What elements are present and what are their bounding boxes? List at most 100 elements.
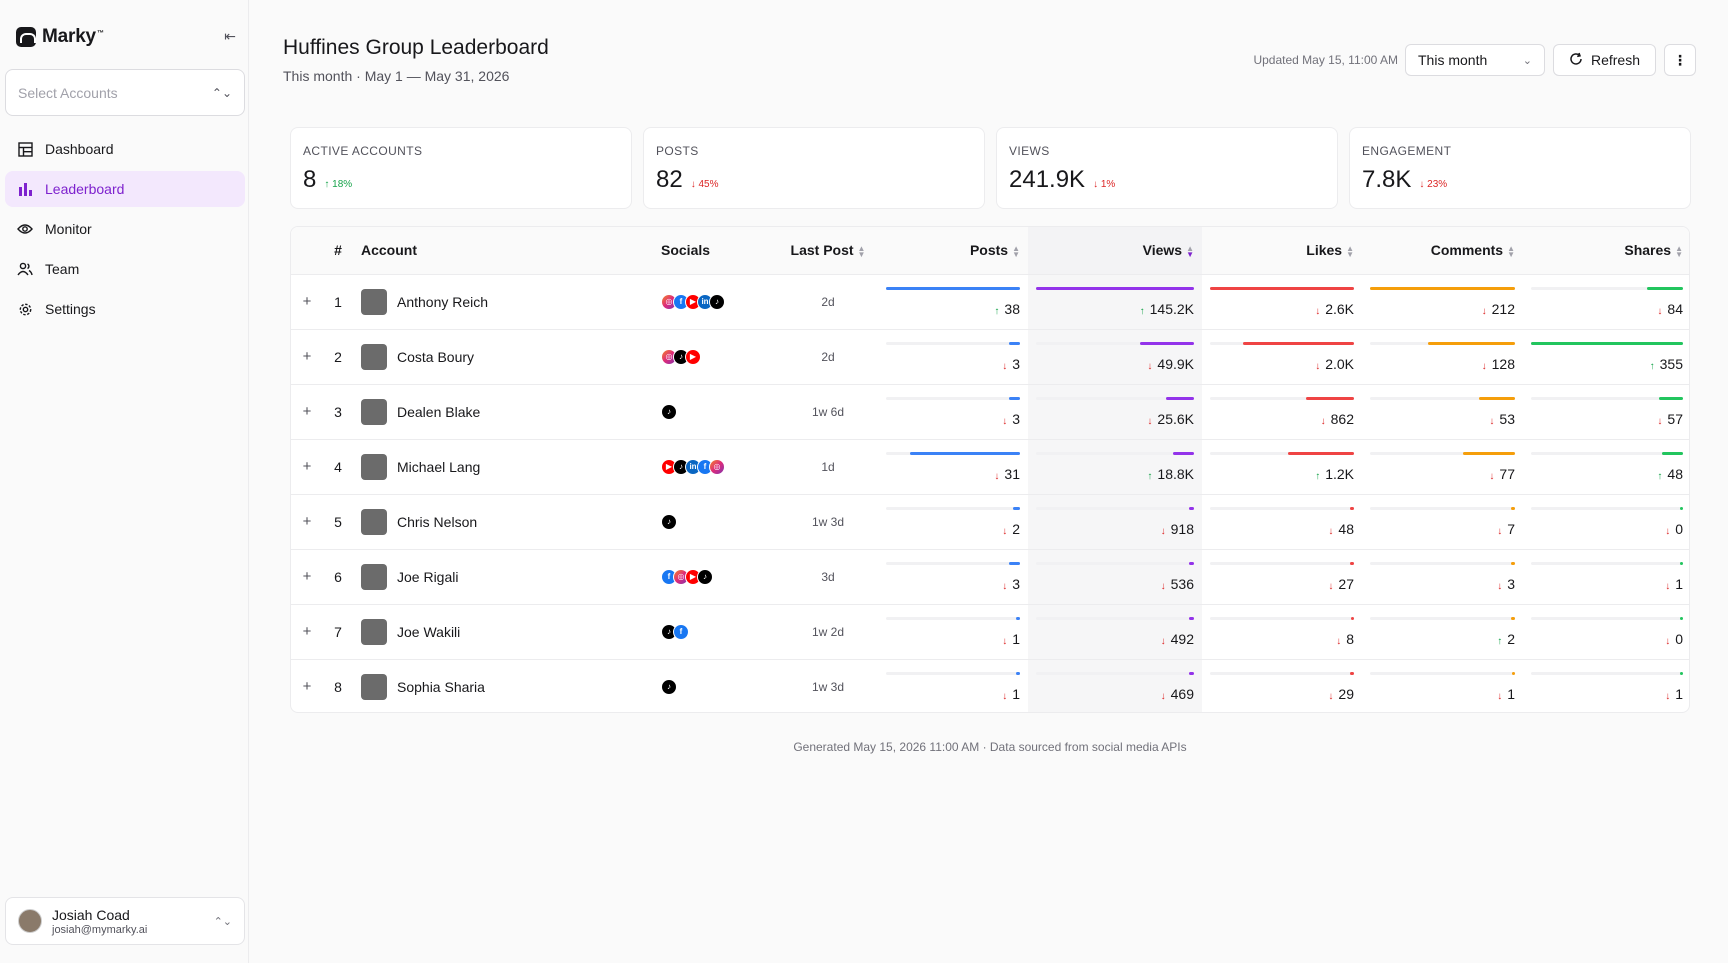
shares-bar [1531, 286, 1683, 290]
tiktok-icon[interactable]: ♪ [661, 513, 677, 530]
trend-down-icon: ↓ [1002, 635, 1008, 647]
stat-delta: ↓ 1% [1093, 179, 1116, 190]
views-bar-fill [1189, 506, 1194, 510]
account-cell[interactable]: Michael Lang [353, 439, 653, 495]
trend-down-icon: ↓ [1497, 525, 1503, 537]
sort-icon: ▲ ▼ [1675, 243, 1683, 259]
sidebar-item-team[interactable]: Team [5, 251, 245, 287]
sidebar-item-label: Dashboard [45, 141, 114, 157]
posts-bar-fill [886, 286, 1020, 290]
sidebar-item-dashboard[interactable]: Dashboard [5, 131, 245, 167]
views-bar [1036, 396, 1194, 400]
dashboard-icon [17, 141, 33, 157]
sidebar-item-settings[interactable]: Settings [5, 291, 245, 327]
last-post: 1w 3d [778, 494, 878, 550]
likes-value: 1.2K [1325, 465, 1354, 482]
table-row[interactable]: +6 Joe Rigali f ◎ ▶ ♪ 3d ↓ 3 ↓ 536 ↓ 27 ↓ 3 ↓ 1 [291, 549, 1689, 605]
expand-row-icon[interactable]: + [291, 274, 323, 330]
stat-card-views: VIEWS 241.9K ↓ 1% [996, 127, 1338, 209]
shares-value: 0 [1675, 520, 1683, 537]
account-cell[interactable]: Sophia Sharia [353, 659, 653, 712]
trend-down-icon: ↓ [1315, 305, 1321, 317]
tiktok-icon[interactable]: ♪ [697, 568, 713, 585]
sidebar-item-leaderboard[interactable]: Leaderboard [5, 171, 245, 207]
col-comments[interactable]: Comments ▲ ▼ [1362, 227, 1523, 275]
collapse-sidebar-icon[interactable]: ⇤ [224, 27, 236, 44]
expand-row-icon[interactable]: + [291, 604, 323, 660]
table-row[interactable]: +2 Costa Boury ◎ ♪ ▶ 2d ↓ 3 ↓ 49.9K ↓ 2.0K ↓ 128 ↑ 355 [291, 329, 1689, 385]
col-expand [291, 227, 323, 275]
instagram-icon[interactable]: ◎ [709, 458, 725, 475]
likes-value: 27 [1338, 575, 1354, 592]
team-icon [17, 261, 33, 277]
trend-down-icon: ↓ [1147, 415, 1153, 427]
col-last-post[interactable]: Last Post ▲ ▼ [778, 227, 878, 275]
views-bar-fill [1173, 451, 1194, 455]
account-name: Costa Boury [397, 348, 475, 365]
expand-row-icon[interactable]: + [291, 329, 323, 385]
expand-row-icon[interactable]: + [291, 384, 323, 440]
account-cell[interactable]: Joe Rigali [353, 549, 653, 605]
likes-bar [1210, 396, 1354, 400]
socials-cell: ♪ [653, 384, 778, 440]
tiktok-icon[interactable]: ♪ [709, 293, 725, 310]
avatar [361, 673, 387, 700]
account-name: Joe Rigali [397, 568, 459, 585]
tiktok-icon[interactable]: ♪ [661, 678, 677, 695]
trend-up-icon: ↑ [1657, 470, 1663, 482]
table-row[interactable]: +8 Sophia Sharia ♪ 1w 3d ↓ 1 ↓ 469 ↓ 29 ↓ 1 ↓ 1 [291, 659, 1689, 712]
expand-row-icon[interactable]: + [291, 549, 323, 605]
table-row[interactable]: +5 Chris Nelson ♪ 1w 3d ↓ 2 ↓ 918 ↓ 48 ↓ 7 ↓ 0 [291, 494, 1689, 550]
expand-row-icon[interactable]: + [291, 439, 323, 495]
stat-value: 7.8K [1362, 166, 1412, 193]
more-options-button[interactable]: ⋮ [1664, 44, 1696, 76]
account-cell[interactable]: Dealen Blake [353, 384, 653, 440]
avatar [18, 909, 42, 933]
likes-bar-fill [1243, 341, 1354, 345]
sidebar-item-label: Team [45, 261, 80, 277]
app-name: Marky™ [42, 26, 104, 47]
table-row[interactable]: +3 Dealen Blake ♪ 1w 6d ↓ 3 ↓ 25.6K ↓ 862 ↓ 53 ↓ 57 [291, 384, 1689, 440]
footer-note: Generated May 15, 2026 11:00 AM · Data s… [793, 740, 1187, 754]
refresh-button[interactable]: Refresh [1553, 44, 1656, 76]
account-cell[interactable]: Chris Nelson [353, 494, 653, 550]
table-row[interactable]: +4 Michael Lang ▶ ♪ in f ◎ 1d ↓ 31 ↑ 18.8K ↑ 1.2K ↓ 77 ↑… [291, 439, 1689, 495]
views-bar [1036, 561, 1194, 565]
app-logo[interactable]: Marky™ [16, 26, 104, 48]
period-select[interactable]: This month ⌄ [1405, 44, 1545, 76]
sort-icon: ▲ ▼ [1012, 243, 1020, 259]
chevron-up-down-icon: ⌃⌄ [213, 915, 232, 928]
posts-bar-fill [1009, 396, 1020, 400]
sidebar-item-monitor[interactable]: Monitor [5, 211, 245, 247]
chevron-down-icon: ⌄ [1522, 54, 1532, 67]
col-likes[interactable]: Likes ▲ ▼ [1202, 227, 1362, 275]
expand-row-icon[interactable]: + [291, 494, 323, 550]
col-posts[interactable]: Posts ▲ ▼ [878, 227, 1028, 275]
tiktok-icon[interactable]: ♪ [661, 403, 677, 420]
shares-value: 57 [1667, 410, 1683, 427]
select-accounts-dropdown[interactable]: Select Accounts ⌃⌄ [5, 69, 245, 116]
account-cell[interactable]: Joe Wakili [353, 604, 653, 660]
shares-cell: ↓ 1 [1523, 659, 1689, 712]
sidebar-nav: Dashboard Leaderboard Monitor Team Setti… [5, 131, 245, 331]
expand-row-icon[interactable]: + [302, 678, 312, 696]
account-cell[interactable]: Costa Boury [353, 329, 653, 385]
user-menu[interactable]: Josiah Coad josiah@mymarky.ai ⌃⌄ [5, 897, 245, 945]
facebook-icon[interactable]: f [673, 623, 689, 640]
col-views[interactable]: Views ▲ ▼ [1028, 227, 1202, 275]
table-row[interactable]: +1 Anthony Reich ◎ f ▶ in ♪ 2d ↑ 38 ↑ 145.2K ↓ 2.6K ↓ 2… [291, 274, 1689, 330]
account-cell[interactable]: Anthony Reich [353, 274, 653, 330]
views-bar [1036, 506, 1194, 510]
comments-cell: ↓ 77 [1362, 439, 1523, 495]
trend-down-icon: ↓ [1315, 360, 1321, 372]
trend-down-icon: ↓ [1665, 525, 1671, 537]
comments-value: 77 [1499, 465, 1515, 482]
youtube-icon[interactable]: ▶ [685, 348, 701, 365]
table-row[interactable]: +7 Joe Wakili ♪ f 1w 2d ↓ 1 ↓ 492 ↓ 8 ↑ 2 ↓ 0 [291, 604, 1689, 660]
trend-up-icon: ↑ [1497, 635, 1503, 647]
stat-value: 241.9K [1009, 166, 1086, 193]
sidebar-item-label: Leaderboard [45, 181, 125, 197]
col-shares[interactable]: Shares ▲ ▼ [1523, 227, 1689, 275]
comments-bar-fill [1510, 506, 1515, 510]
eye-icon [17, 221, 33, 237]
